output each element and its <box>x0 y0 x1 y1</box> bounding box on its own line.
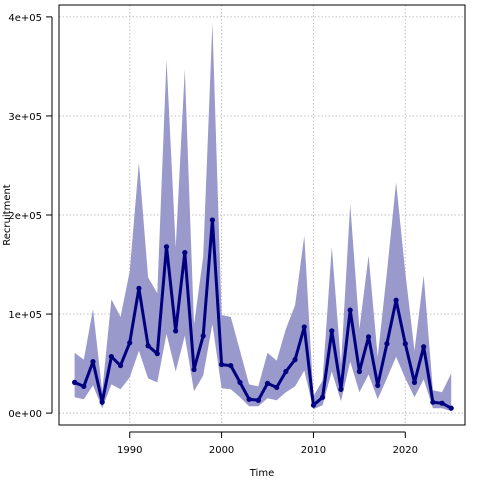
y-tick-label: 4e+05 <box>8 13 42 24</box>
y-tick-label: 1e+05 <box>8 310 42 321</box>
data-point <box>200 333 206 339</box>
data-point <box>191 366 197 373</box>
data-point <box>338 386 344 392</box>
y-axis-label: Recruitment <box>2 184 13 246</box>
x-axis: 1990 2000 2010 2020 <box>117 431 418 456</box>
data-point <box>411 379 418 386</box>
data-point <box>99 399 105 405</box>
data-point <box>154 351 160 357</box>
data-point <box>163 244 170 250</box>
x-tick-label: 2000 <box>209 445 234 456</box>
data-point <box>136 285 142 291</box>
data-point <box>90 359 96 365</box>
y-tick-label: 3e+05 <box>8 112 42 123</box>
data-point <box>310 402 317 408</box>
y-tick-label: 2e+05 <box>8 211 42 222</box>
data-point <box>365 334 372 340</box>
y-tick-label: 0e+00 <box>8 409 42 420</box>
data-point <box>430 399 436 405</box>
data-point <box>246 396 252 402</box>
data-point <box>72 379 78 386</box>
data-point <box>255 397 261 403</box>
data-point <box>421 344 427 350</box>
data-point <box>127 340 133 346</box>
data-point <box>228 362 234 369</box>
data-point <box>117 362 124 369</box>
confidence-band <box>74 22 452 412</box>
data-point <box>448 405 454 411</box>
data-point <box>356 368 362 375</box>
data-point <box>393 297 399 303</box>
grid-lines <box>59 5 465 425</box>
data-point <box>173 328 179 334</box>
data-point <box>292 357 298 363</box>
data-points <box>72 217 454 411</box>
data-point <box>402 341 408 347</box>
data-point <box>209 217 215 223</box>
x-tick-label: 2020 <box>393 445 418 456</box>
data-point <box>237 379 243 386</box>
data-point <box>283 368 289 375</box>
x-tick-label: 1990 <box>117 445 142 456</box>
data-point <box>439 400 445 406</box>
data-point <box>145 343 151 349</box>
data-point <box>384 341 390 347</box>
data-point <box>320 394 326 400</box>
data-point <box>264 380 271 386</box>
data-point <box>218 361 225 368</box>
data-point <box>182 250 188 256</box>
x-tick-label: 2010 <box>301 445 326 456</box>
data-point <box>81 383 87 389</box>
data-point <box>301 324 307 330</box>
x-axis-label: Time <box>249 468 274 479</box>
y-axis: 0e+00 1e+05 2e+05 3e+05 4e+05 <box>8 13 53 420</box>
data-point <box>347 307 353 313</box>
plot-border <box>58 4 466 426</box>
data-point <box>375 382 381 388</box>
series-line <box>74 218 452 410</box>
data-point <box>108 354 114 360</box>
data-point <box>274 384 280 390</box>
data-point <box>329 328 335 334</box>
